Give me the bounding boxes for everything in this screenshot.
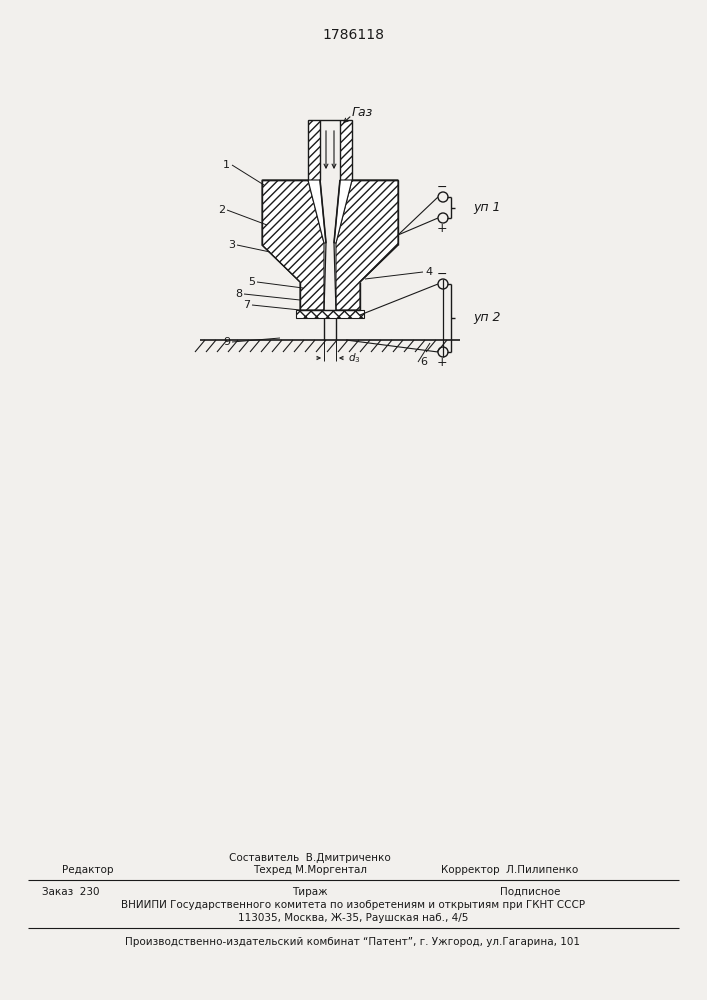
Polygon shape — [340, 120, 352, 180]
Text: −: − — [437, 267, 448, 280]
Text: уп 1: уп 1 — [473, 202, 501, 215]
Text: 8: 8 — [235, 289, 242, 299]
Text: 7: 7 — [243, 300, 250, 310]
Text: 1: 1 — [223, 160, 230, 170]
Text: Газ: Газ — [352, 105, 373, 118]
Text: Заказ  230: Заказ 230 — [42, 887, 100, 897]
Text: $d_3$: $d_3$ — [348, 351, 361, 365]
Text: −: − — [437, 180, 448, 194]
Text: 6: 6 — [420, 357, 427, 367]
Text: Корректор  Л.Пилипенко: Корректор Л.Пилипенко — [441, 865, 578, 875]
Text: Техред М.Моргентал: Техред М.Моргентал — [253, 865, 367, 875]
Text: ВНИИПИ Государственного комитета по изобретениям и открытиям при ГКНТ СССР: ВНИИПИ Государственного комитета по изоб… — [121, 900, 585, 910]
Polygon shape — [334, 180, 352, 243]
Text: 1786118: 1786118 — [322, 28, 384, 42]
Text: 5: 5 — [248, 277, 255, 287]
Polygon shape — [262, 180, 324, 310]
Text: 4: 4 — [425, 267, 432, 277]
Text: 113035, Москва, Ж-35, Раушская наб., 4/5: 113035, Москва, Ж-35, Раушская наб., 4/5 — [238, 913, 468, 923]
Text: 3: 3 — [228, 240, 235, 250]
Text: 9: 9 — [223, 337, 230, 347]
Text: Редактор: Редактор — [62, 865, 114, 875]
Text: +: + — [437, 222, 448, 234]
Text: Тираж: Тираж — [292, 887, 328, 897]
Text: +: + — [437, 356, 448, 368]
Text: Производственно-издательский комбинат “Патент”, г. Ужгород, ул.Гагарина, 101: Производственно-издательский комбинат “П… — [126, 937, 580, 947]
Polygon shape — [296, 310, 364, 318]
Text: 2: 2 — [218, 205, 225, 215]
Polygon shape — [308, 120, 320, 180]
Polygon shape — [308, 180, 326, 243]
Text: Подписное: Подписное — [500, 887, 560, 897]
Polygon shape — [336, 180, 398, 310]
Text: Составитель  В.Дмитриченко: Составитель В.Дмитриченко — [229, 853, 391, 863]
Text: уп 2: уп 2 — [473, 312, 501, 324]
